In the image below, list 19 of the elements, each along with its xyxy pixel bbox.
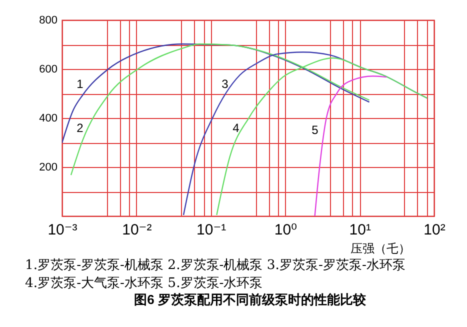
y-tick-label: 400	[39, 112, 58, 124]
x-tick-label: 10⁰	[274, 222, 298, 238]
y-tick-label: 600	[39, 64, 58, 76]
series-label: 2	[76, 121, 84, 135]
x-tick-label: 10⁻³	[48, 222, 78, 238]
text: 1.罗茨泵-罗茨泵-机械泵 2.罗茨泵-机械泵 3.罗茨泵-罗茨泵-水环泵	[25, 258, 406, 273]
x-tick-label: 10⁻²	[122, 222, 152, 238]
series-label: 4	[232, 121, 240, 135]
series-label: 1	[76, 77, 84, 91]
y-tick-label: 800	[39, 14, 58, 26]
series-label: 5	[312, 123, 319, 137]
x-tick-label: 10⁻¹	[196, 222, 226, 238]
text: 图6 罗茨泵配用不同前级泵时的性能比较	[134, 292, 367, 307]
text: 4.罗茨泵-大气泵-水环泵 5.罗茨泵-水环泵	[25, 276, 263, 291]
x-axis-title: 压强（乇）	[350, 242, 410, 256]
series-label: 3	[222, 77, 229, 91]
y-tick-label: 200	[39, 162, 58, 174]
x-tick-label: 10²	[424, 222, 446, 238]
x-tick-label: 10¹	[349, 222, 371, 238]
